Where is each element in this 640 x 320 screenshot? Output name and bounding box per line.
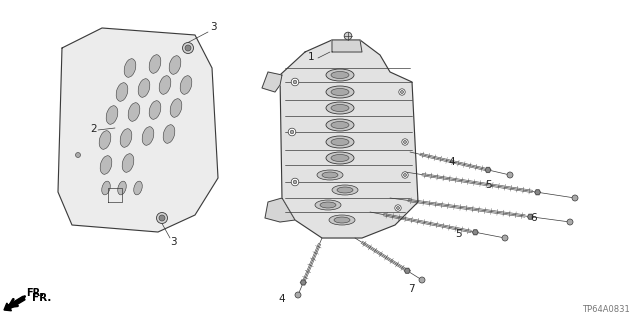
Ellipse shape bbox=[326, 69, 354, 81]
Ellipse shape bbox=[326, 102, 354, 114]
Ellipse shape bbox=[169, 56, 181, 74]
Circle shape bbox=[182, 43, 193, 53]
Ellipse shape bbox=[122, 154, 134, 172]
Circle shape bbox=[185, 45, 191, 51]
Ellipse shape bbox=[337, 187, 353, 193]
Ellipse shape bbox=[159, 76, 171, 94]
Circle shape bbox=[291, 78, 299, 86]
Ellipse shape bbox=[120, 129, 132, 147]
Circle shape bbox=[502, 235, 508, 241]
Circle shape bbox=[403, 140, 406, 143]
Ellipse shape bbox=[315, 200, 341, 210]
Ellipse shape bbox=[138, 79, 150, 97]
Text: 5: 5 bbox=[485, 180, 492, 190]
Ellipse shape bbox=[149, 101, 161, 119]
Text: 7: 7 bbox=[408, 284, 415, 294]
Ellipse shape bbox=[334, 217, 350, 223]
Text: 4: 4 bbox=[448, 157, 454, 167]
Ellipse shape bbox=[163, 125, 175, 143]
Text: FR.: FR. bbox=[32, 293, 51, 303]
Circle shape bbox=[402, 139, 408, 145]
Ellipse shape bbox=[326, 86, 354, 98]
FancyArrow shape bbox=[4, 296, 25, 311]
Ellipse shape bbox=[118, 181, 126, 195]
Ellipse shape bbox=[106, 106, 118, 124]
Ellipse shape bbox=[128, 103, 140, 121]
Circle shape bbox=[76, 153, 81, 157]
Text: 1: 1 bbox=[308, 52, 315, 62]
Ellipse shape bbox=[331, 122, 349, 129]
Ellipse shape bbox=[149, 55, 161, 73]
Polygon shape bbox=[472, 230, 478, 235]
Circle shape bbox=[159, 215, 165, 221]
Circle shape bbox=[290, 130, 294, 134]
Text: 4: 4 bbox=[278, 294, 285, 304]
Polygon shape bbox=[485, 167, 491, 172]
Circle shape bbox=[507, 172, 513, 178]
Circle shape bbox=[419, 277, 425, 283]
Text: 3: 3 bbox=[210, 22, 216, 32]
Circle shape bbox=[293, 180, 297, 184]
Ellipse shape bbox=[99, 131, 111, 149]
Text: 3: 3 bbox=[170, 237, 177, 247]
Circle shape bbox=[403, 173, 406, 177]
Circle shape bbox=[572, 195, 578, 201]
Polygon shape bbox=[58, 28, 218, 232]
Ellipse shape bbox=[142, 127, 154, 145]
Ellipse shape bbox=[331, 155, 349, 162]
Circle shape bbox=[288, 128, 296, 136]
Ellipse shape bbox=[322, 172, 338, 178]
Ellipse shape bbox=[331, 89, 349, 95]
Text: 5: 5 bbox=[455, 229, 461, 239]
Ellipse shape bbox=[100, 156, 112, 174]
Ellipse shape bbox=[331, 139, 349, 146]
Ellipse shape bbox=[326, 152, 354, 164]
Circle shape bbox=[402, 172, 408, 178]
Polygon shape bbox=[265, 198, 295, 222]
Ellipse shape bbox=[331, 105, 349, 111]
Text: TP64A0831: TP64A0831 bbox=[582, 305, 630, 314]
Text: FR.: FR. bbox=[26, 288, 44, 298]
Polygon shape bbox=[301, 280, 306, 285]
Ellipse shape bbox=[326, 119, 354, 131]
Text: 2: 2 bbox=[90, 124, 97, 134]
Polygon shape bbox=[404, 268, 410, 273]
Polygon shape bbox=[262, 72, 282, 92]
Circle shape bbox=[567, 219, 573, 225]
Circle shape bbox=[291, 178, 299, 186]
Ellipse shape bbox=[102, 181, 110, 195]
Text: 6: 6 bbox=[530, 213, 536, 223]
Ellipse shape bbox=[124, 59, 136, 77]
Ellipse shape bbox=[134, 181, 142, 195]
Circle shape bbox=[157, 212, 168, 223]
Ellipse shape bbox=[180, 76, 192, 94]
Circle shape bbox=[395, 205, 401, 211]
Ellipse shape bbox=[317, 170, 343, 180]
Polygon shape bbox=[332, 40, 362, 52]
Circle shape bbox=[397, 206, 399, 210]
Ellipse shape bbox=[320, 202, 336, 208]
Polygon shape bbox=[535, 190, 540, 195]
Circle shape bbox=[401, 91, 403, 93]
Ellipse shape bbox=[326, 136, 354, 148]
Ellipse shape bbox=[329, 215, 355, 225]
Ellipse shape bbox=[170, 99, 182, 117]
Circle shape bbox=[344, 32, 352, 40]
Circle shape bbox=[295, 292, 301, 298]
Circle shape bbox=[399, 89, 405, 95]
Ellipse shape bbox=[332, 185, 358, 195]
Polygon shape bbox=[280, 40, 418, 238]
Ellipse shape bbox=[116, 83, 128, 101]
Circle shape bbox=[293, 80, 297, 84]
Ellipse shape bbox=[331, 71, 349, 78]
Polygon shape bbox=[527, 214, 533, 219]
